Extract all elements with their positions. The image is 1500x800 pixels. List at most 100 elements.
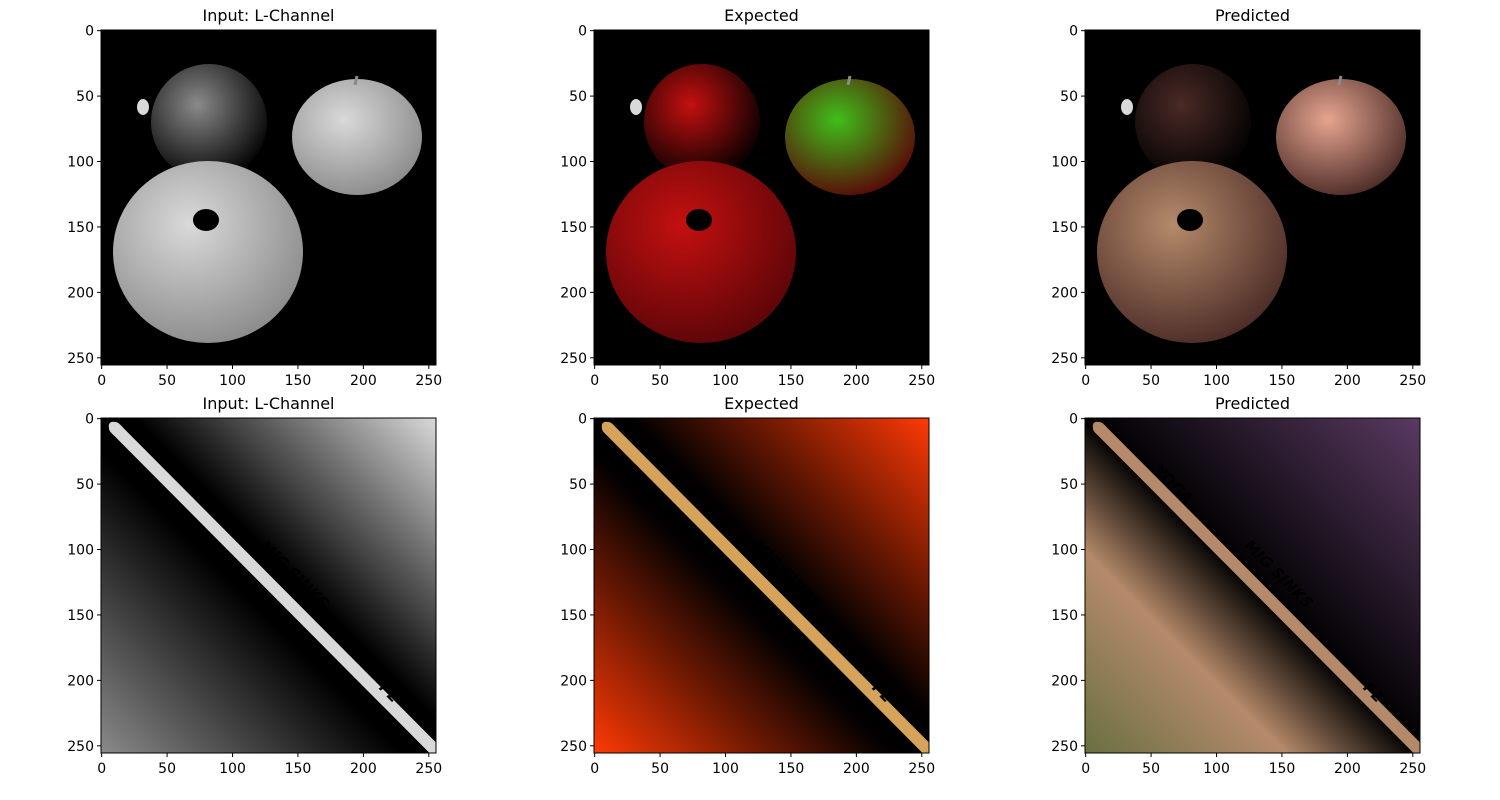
x-tick-label: 200	[843, 373, 870, 389]
x-tick-label: 0	[1081, 761, 1090, 777]
x-tick-label: 250	[908, 761, 935, 777]
y-tick-label: 0	[578, 24, 587, 40]
y-tick-label: 200	[67, 673, 94, 689]
image-area	[1085, 30, 1420, 365]
subplot-title: Predicted	[1215, 6, 1290, 25]
x-tick-label: 150	[285, 373, 312, 389]
x-tick-label: 200	[350, 761, 377, 777]
axes-frame	[1084, 29, 1421, 366]
y-tick-label: 250	[1051, 351, 1078, 367]
image-area	[101, 30, 436, 365]
x-tick-label: 50	[158, 373, 176, 389]
x-tick-label: 50	[158, 761, 176, 777]
drumstick	[1093, 422, 1420, 753]
drumstick	[109, 422, 436, 753]
y-tick-label: 250	[67, 739, 94, 755]
y-tick-label: 0	[578, 412, 587, 428]
x-tick-label: 50	[651, 761, 669, 777]
axes-frame	[593, 29, 930, 366]
big-apple	[113, 161, 303, 343]
big-apple	[606, 161, 796, 343]
x-tick-label: 250	[908, 373, 935, 389]
y-tick-label: 50	[569, 477, 587, 493]
x-tick-label: 200	[843, 761, 870, 777]
y-tick-label: 150	[1051, 220, 1078, 236]
x-tick-label: 150	[1269, 761, 1296, 777]
apple-highlight	[137, 99, 149, 115]
apple-stem	[353, 75, 359, 86]
y-tick-label: 50	[76, 477, 94, 493]
apple-core	[193, 209, 219, 231]
x-tick-label: 100	[219, 761, 246, 777]
dark-apple	[1135, 64, 1251, 180]
x-tick-label: 0	[590, 373, 599, 389]
y-tick-label: 200	[560, 673, 587, 689]
x-tick-label: 0	[590, 761, 599, 777]
y-tick-label: 50	[1060, 477, 1078, 493]
apple-core	[1177, 209, 1203, 231]
y-tick-label: 0	[1069, 24, 1078, 40]
y-tick-label: 150	[67, 608, 94, 624]
y-tick-label: 200	[1051, 673, 1078, 689]
y-tick-label: 0	[85, 24, 94, 40]
y-tick-label: 200	[1051, 285, 1078, 301]
y-tick-label: 150	[560, 220, 587, 236]
y-tick-label: 250	[560, 351, 587, 367]
x-tick-label: 100	[1203, 373, 1230, 389]
drumstick-tip	[108, 421, 126, 439]
subplot-title: Expected	[724, 394, 799, 413]
y-tick-label: 100	[1051, 155, 1078, 171]
x-tick-label: 200	[350, 373, 377, 389]
x-tick-label: 250	[415, 373, 442, 389]
apple-stem	[846, 75, 852, 86]
x-tick-label: 250	[1399, 761, 1426, 777]
y-tick-label: 150	[560, 608, 587, 624]
x-tick-label: 50	[1142, 373, 1160, 389]
y-tick-label: 200	[560, 285, 587, 301]
x-tick-label: 50	[1142, 761, 1160, 777]
x-tick-label: 0	[97, 761, 106, 777]
x-tick-label: 200	[1334, 761, 1361, 777]
x-tick-label: 250	[1399, 373, 1426, 389]
subplot-title: Input: L-Channel	[203, 394, 335, 413]
x-tick-label: 150	[1269, 373, 1296, 389]
image-area	[594, 30, 929, 365]
y-tick-label: 100	[1051, 543, 1078, 559]
big-apple	[1097, 161, 1287, 343]
x-tick-label: 100	[219, 373, 246, 389]
y-tick-label: 100	[560, 155, 587, 171]
x-tick-label: 100	[712, 373, 739, 389]
right-apple	[785, 79, 915, 195]
y-tick-label: 100	[560, 543, 587, 559]
axes-frame	[100, 29, 437, 366]
axes-frame	[593, 417, 930, 754]
dark-apple	[644, 64, 760, 180]
y-tick-label: 0	[1069, 412, 1078, 428]
y-tick-label: 100	[67, 543, 94, 559]
x-tick-label: 200	[1334, 373, 1361, 389]
x-tick-label: 250	[415, 761, 442, 777]
x-tick-label: 100	[712, 761, 739, 777]
apple-highlight	[1121, 99, 1133, 115]
drumstick-tip	[601, 421, 619, 439]
y-tick-label: 50	[1060, 89, 1078, 105]
axes-frame	[100, 417, 437, 754]
x-tick-label: 50	[651, 373, 669, 389]
subplot-title: Expected	[724, 6, 799, 25]
apple-core	[686, 209, 712, 231]
y-tick-label: 150	[1051, 608, 1078, 624]
y-tick-label: 250	[1051, 739, 1078, 755]
y-tick-label: 50	[569, 89, 587, 105]
y-tick-label: 150	[67, 220, 94, 236]
x-tick-label: 150	[285, 761, 312, 777]
x-tick-label: 0	[97, 373, 106, 389]
